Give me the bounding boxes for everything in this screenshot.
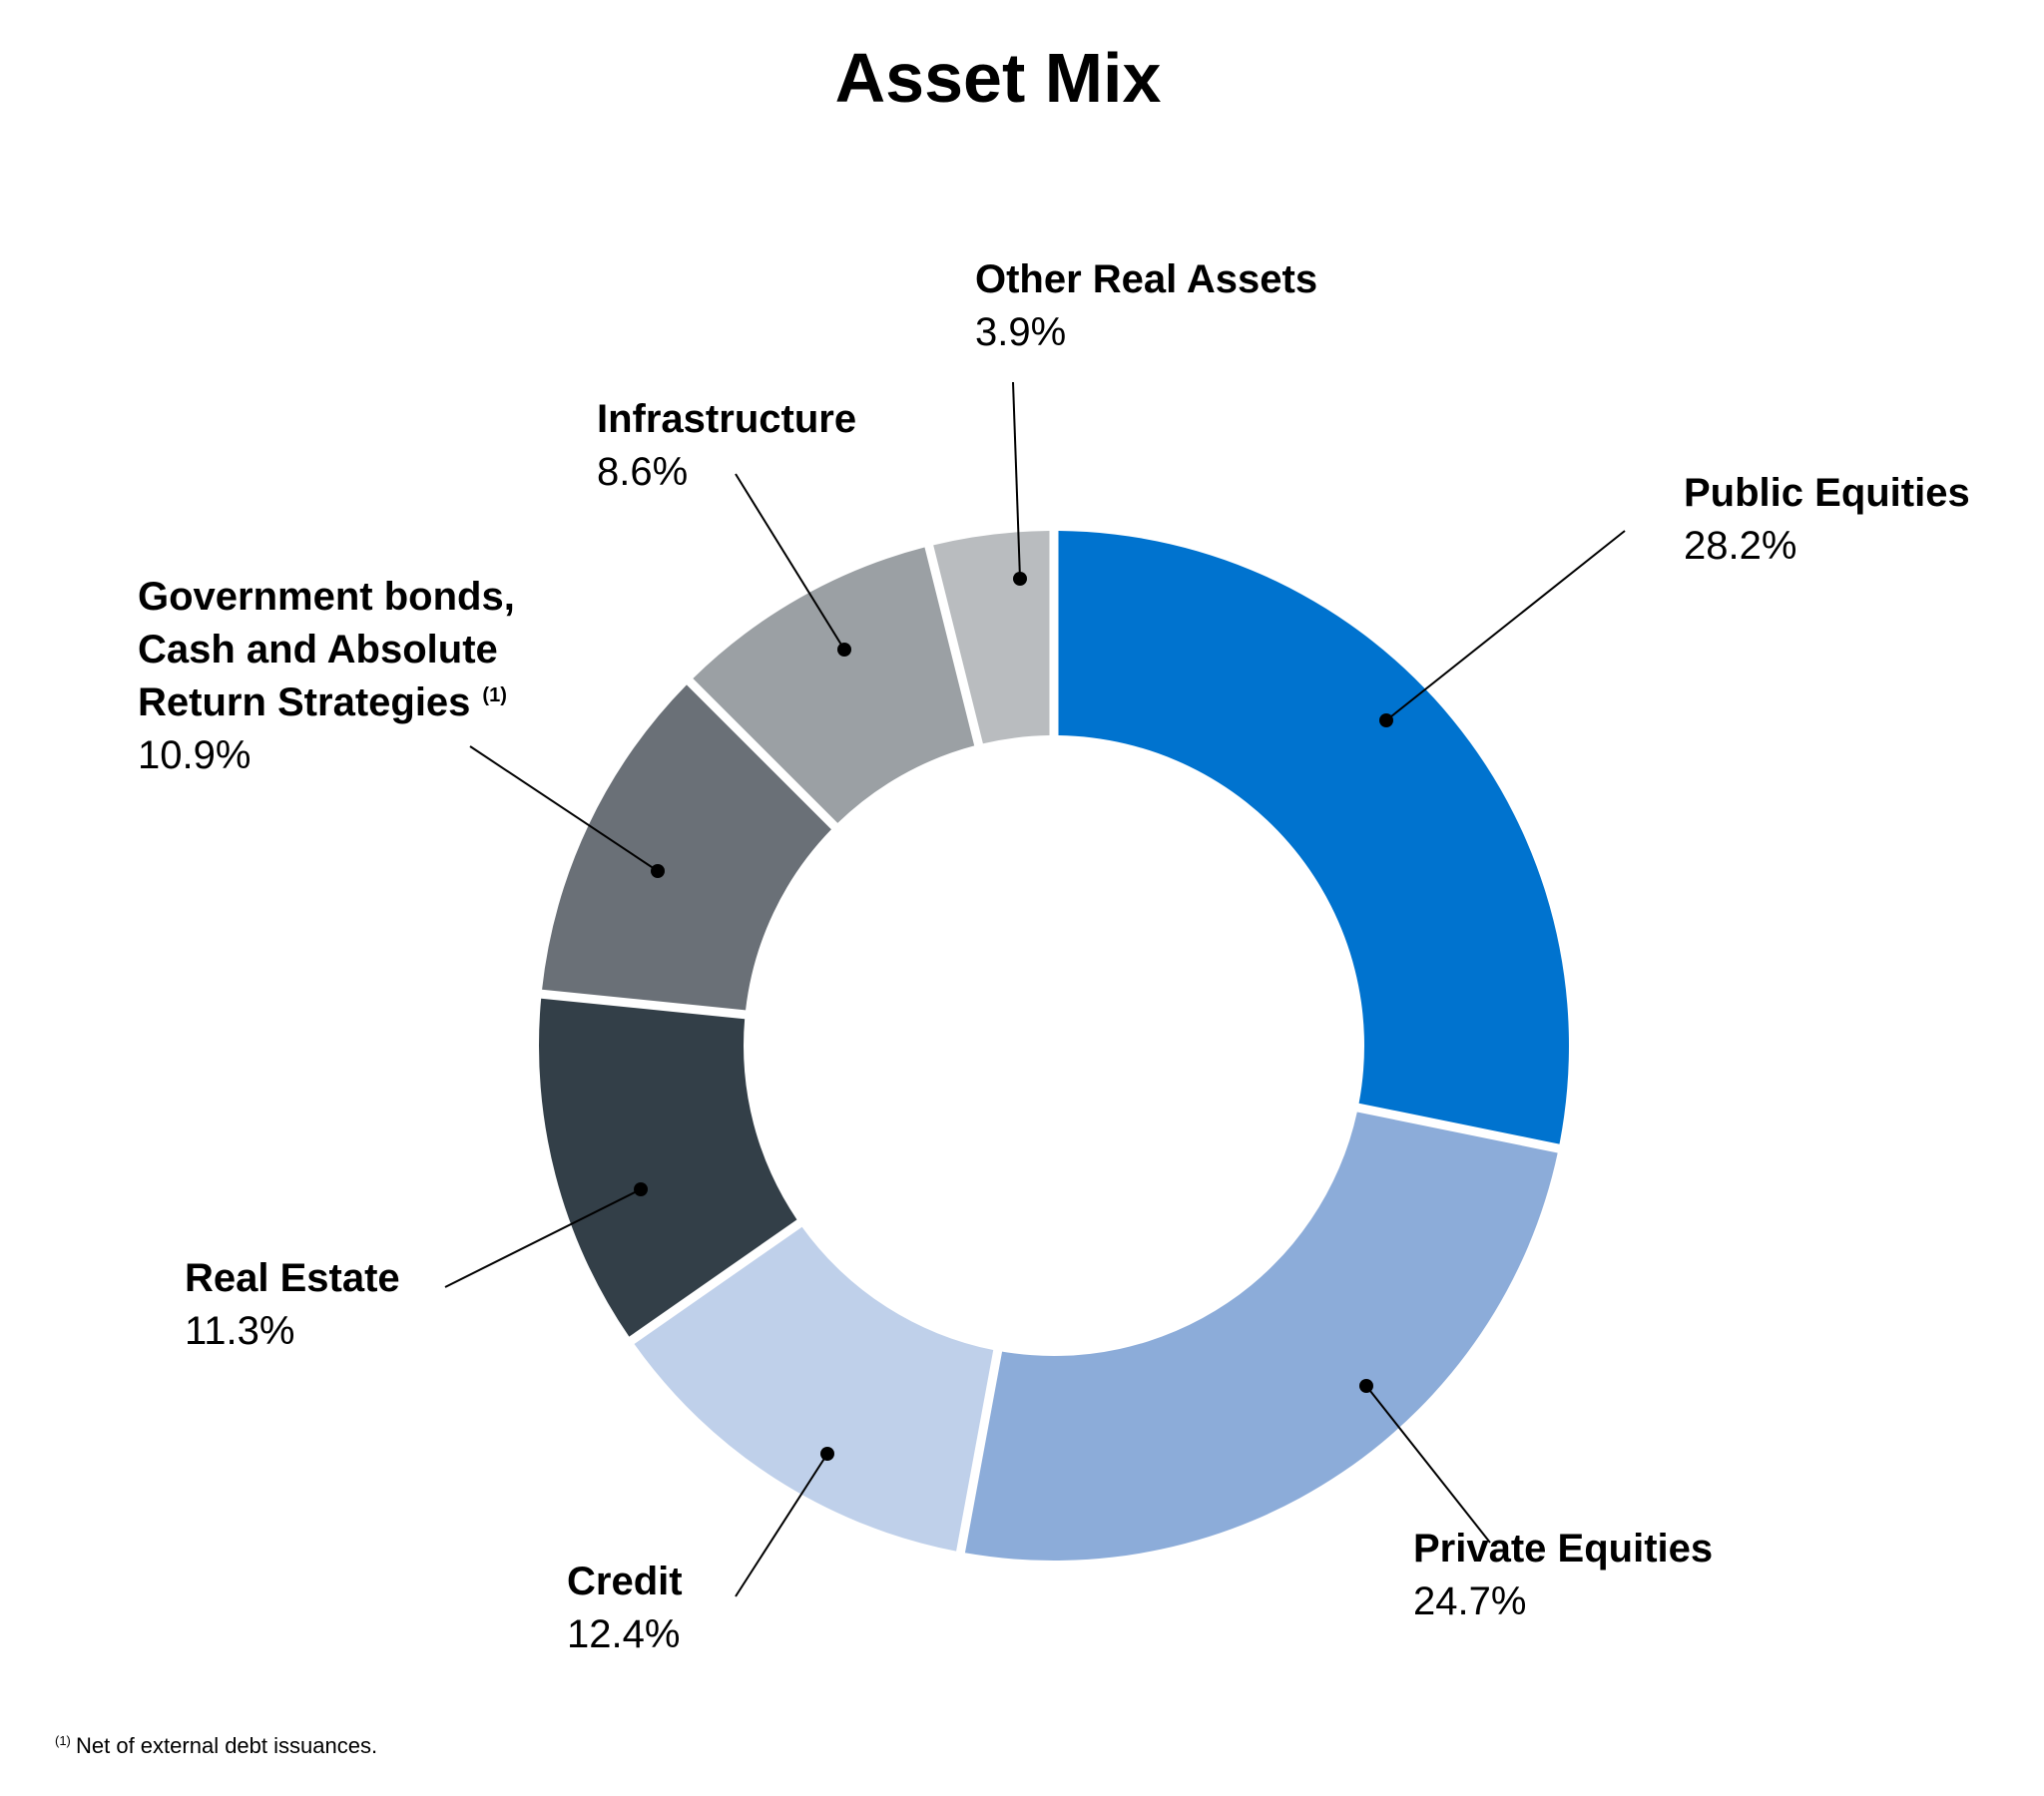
category-label-government-bonds-cash-and-absolute-return-strategies-line-2: Cash and Absolute <box>138 628 498 672</box>
leader-dot-credit <box>820 1447 834 1461</box>
leader-dot-public-equities <box>1379 713 1393 727</box>
leader-line-credit <box>735 1453 828 1597</box>
category-label-public-equities: Public Equities <box>1684 471 1970 515</box>
slice-real-estate <box>539 998 797 1337</box>
value-label-public-equities: 28.2% <box>1684 524 1796 568</box>
value-label-infrastructure: 8.6% <box>597 450 688 494</box>
leader-line-government-bonds-cash-and-absolute-return-strategies <box>469 745 659 872</box>
category-label-government-bonds-cash-and-absolute-return-strategies-line-3: Return Strategies (1) <box>138 680 507 724</box>
footnote: (1) Net of external debt issuances. <box>55 1733 377 1758</box>
value-label-credit: 12.4% <box>567 1612 680 1656</box>
value-label-government-bonds-cash-and-absolute-return-strategies: 10.9% <box>138 733 251 777</box>
footnote-text: Net of external debt issuances. <box>76 1733 377 1758</box>
category-label-infrastructure: Infrastructure <box>597 397 856 441</box>
leader-line-real-estate <box>444 1188 642 1288</box>
leader-dot-private-equities <box>1359 1379 1373 1393</box>
chart-title: Asset Mix <box>835 39 1162 117</box>
slice-credit <box>634 1226 994 1552</box>
footnote-marker: (1) <box>55 1733 71 1748</box>
category-label-credit: Credit <box>567 1560 683 1603</box>
slice-labels: Public Equities 28.2% Private Equities 24.7… <box>138 257 1970 1656</box>
leader-line-other-real-assets <box>1012 381 1021 580</box>
donut-slices <box>539 531 1569 1561</box>
leader-dot-real-estate <box>634 1182 648 1196</box>
leader-line-infrastructure <box>735 473 845 651</box>
leader-line-private-equities <box>1365 1385 1491 1544</box>
leader-dot-other-real-assets <box>1013 572 1027 586</box>
category-label-government-bonds-cash-and-absolute-return-strategies-line-1: Government bonds, <box>138 575 515 619</box>
leader-lines <box>444 381 1626 1597</box>
leader-line-public-equities <box>1385 530 1626 721</box>
slice-infrastructure <box>693 547 975 823</box>
slice-government-bonds-cash-and-absolute-return-strategies <box>542 684 831 1011</box>
slice-private-equities <box>964 1112 1558 1561</box>
footnote-reference-superscript: (1) <box>482 684 506 706</box>
leader-dot-infrastructure <box>837 643 851 657</box>
leader-dot-government-bonds-cash-and-absolute-return-strategies <box>651 864 665 878</box>
category-label-private-equities: Private Equities <box>1413 1527 1713 1571</box>
category-label-real-estate: Real Estate <box>185 1256 400 1300</box>
category-label-other-real-assets: Other Real Assets <box>975 257 1317 301</box>
value-label-other-real-assets: 3.9% <box>975 310 1066 354</box>
slice-public-equities <box>1058 531 1569 1144</box>
value-label-real-estate: 11.3% <box>185 1309 294 1353</box>
value-label-private-equities: 24.7% <box>1413 1579 1526 1623</box>
